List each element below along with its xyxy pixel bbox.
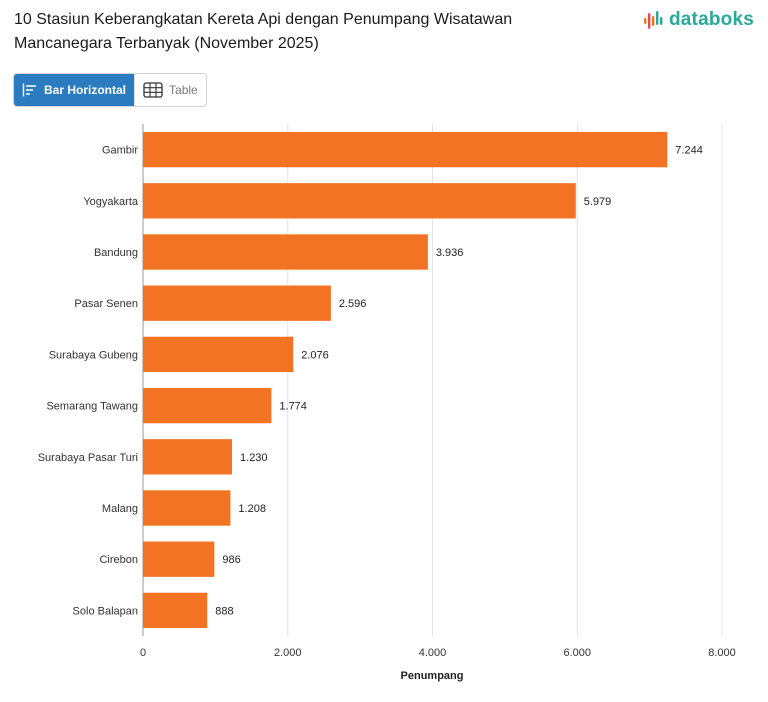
value-label: 888 [215, 605, 233, 617]
category-label: Solo Balapan [73, 605, 138, 617]
value-label: 5.979 [584, 196, 612, 208]
bar [143, 285, 331, 321]
bar [143, 336, 294, 373]
x-tick-label: 4.000 [419, 647, 447, 659]
bars [143, 131, 668, 629]
x-tick-label: 2.000 [274, 647, 302, 659]
databoks-logo-text: databoks [668, 9, 754, 30]
category-label: Surabaya Gubeng [49, 349, 138, 361]
table-button[interactable]: Table [134, 74, 206, 106]
bar-horizontal-label: Bar Horizontal [44, 83, 127, 97]
bar [143, 490, 231, 526]
value-label: 3.936 [436, 247, 464, 259]
bar-horizontal-icon [22, 83, 36, 97]
value-label: 2.596 [339, 298, 367, 310]
category-label: Malang [102, 503, 138, 515]
value-label: 2.076 [301, 349, 329, 361]
bar [143, 183, 576, 219]
x-tick-label: 6.000 [563, 647, 591, 659]
chart-title: 10 Stasiun Keberangkatan Kereta Api deng… [14, 11, 513, 52]
x-axis-title: Penumpang [401, 670, 464, 682]
value-label: 7.244 [675, 145, 703, 157]
x-tick-label: 8.000 [708, 647, 736, 659]
bar [143, 234, 428, 270]
category-label: Cirebon [99, 554, 138, 566]
databoks-logo-icon [643, 11, 663, 29]
x-tick-label: 0 [140, 647, 146, 659]
table-icon [143, 82, 163, 98]
value-label: 986 [222, 554, 240, 566]
bar [143, 439, 233, 475]
category-label: Pasar Senen [74, 298, 138, 310]
category-label: Yogyakarta [83, 196, 139, 208]
databoks-logo: databoks [643, 8, 754, 32]
bar-horizontal-button[interactable]: Bar Horizontal [14, 74, 135, 106]
category-label: Bandung [94, 247, 138, 259]
value-label: 1.208 [238, 503, 266, 515]
bar [143, 131, 668, 168]
table-label: Table [169, 83, 198, 97]
bar [143, 387, 272, 424]
bar [143, 541, 215, 577]
value-label: 1.774 [279, 401, 307, 413]
labels: 0 2.000 4.000 6.000 8.000 Gambir 7.244 Yogyakar… [38, 145, 736, 659]
bar [143, 592, 208, 629]
category-label: Surabaya Pasar Turi [38, 452, 138, 464]
value-label: 1.230 [240, 452, 268, 464]
category-label: Semarang Tawang [46, 401, 138, 413]
category-label: Gambir [102, 145, 138, 157]
view-toggle: Bar Horizontal Table [13, 73, 207, 107]
